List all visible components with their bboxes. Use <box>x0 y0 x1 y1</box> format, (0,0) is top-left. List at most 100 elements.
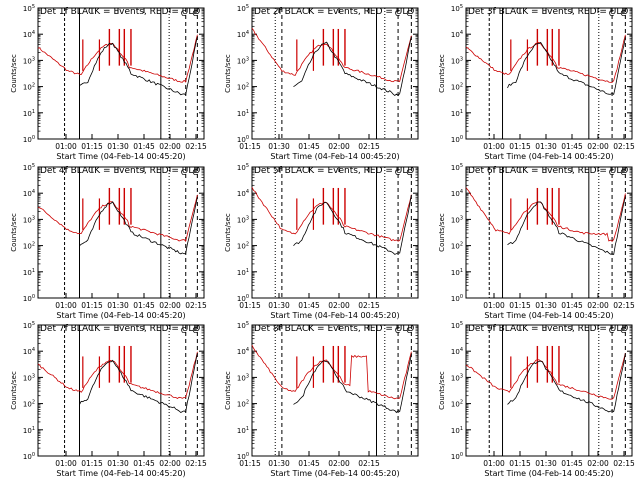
x-tick-label: 01:15 <box>509 459 531 468</box>
x-tick-label: 01:15 <box>81 142 103 151</box>
y-tick-label: 105 <box>237 163 249 172</box>
y-tick-label: 103 <box>451 215 463 224</box>
x-tick-label-left: 01:15 <box>239 142 261 151</box>
x-tick-label: 01:30 <box>268 142 290 151</box>
x-tick-label: 01:30 <box>268 301 290 310</box>
events-trace <box>79 36 198 96</box>
x-tick-label: 02:15 <box>185 142 207 151</box>
x-tick-label: 02:00 <box>587 301 609 310</box>
y-tick-label: 103 <box>23 56 35 65</box>
x-tick-label: 01:00 <box>483 142 505 151</box>
plot-frame <box>465 7 633 140</box>
y-axis-label: Counts/sec <box>224 371 232 410</box>
x-tick-label: 01:15 <box>81 301 103 310</box>
events-trace <box>507 353 626 413</box>
panel-title: Det 8f BLACK = Events, RED = ULD <box>254 324 414 334</box>
uld-trace <box>37 34 198 83</box>
plot-frame <box>465 324 633 457</box>
y-tick-label: 103 <box>237 215 249 224</box>
y-tick-label: 102 <box>451 400 463 409</box>
events-trace <box>293 194 412 255</box>
x-tick-label: 01:45 <box>561 301 583 310</box>
y-tick-label: 101 <box>237 426 249 435</box>
x-tick-label: 02:00 <box>328 301 350 310</box>
x-tick-label: 02:15 <box>358 301 380 310</box>
x-tick-label: 01:15 <box>81 459 103 468</box>
y-tick-label: 101 <box>23 426 35 435</box>
x-tick-label: 01:45 <box>133 459 155 468</box>
y-tick-label: 105 <box>451 321 463 330</box>
x-tick-label: 01:30 <box>268 459 290 468</box>
y-tick-label: 104 <box>451 30 463 39</box>
x-tick-label: 01:45 <box>561 459 583 468</box>
y-tick-label: 105 <box>23 163 35 172</box>
panel-title: Det 6f BLACK = Events, RED = ULD <box>468 166 628 176</box>
uld-trace <box>37 351 198 399</box>
y-tick-label: 102 <box>451 242 463 251</box>
x-axis-label: Start Time (04-Feb-14 00:45:20) <box>56 152 185 161</box>
y-tick-label: 100 <box>451 135 463 144</box>
y-tick-label: 100 <box>237 452 249 461</box>
y-tick-label: 104 <box>237 30 249 39</box>
panel-det-7: Det 7f BLACK = Events, RED = ULD 100 101 10… <box>10 321 207 478</box>
x-axis-label: Start Time (04-Feb-14 00:45:20) <box>270 469 399 478</box>
y-tick-label: 101 <box>451 109 463 118</box>
x-tick-label: 01:15 <box>509 301 531 310</box>
y-axis-label: Counts/sec <box>224 213 232 252</box>
y-tick-label: 103 <box>451 373 463 382</box>
y-tick-label: 101 <box>237 268 249 277</box>
events-trace <box>507 37 626 95</box>
x-tick-label: 01:30 <box>107 459 129 468</box>
x-tick-label: 02:15 <box>185 301 207 310</box>
plot-frame <box>465 166 633 299</box>
marker-letter: C <box>192 326 198 335</box>
x-axis-label: Start Time (04-Feb-14 00:45:20) <box>484 152 613 161</box>
uld-trace <box>37 194 198 242</box>
events-trace <box>293 36 412 97</box>
y-tick-label: 102 <box>237 242 249 251</box>
panel-det-9: Det 9f BLACK = Events, RED = ULD 100 101 10… <box>438 321 635 478</box>
y-tick-label: 102 <box>23 83 35 92</box>
y-axis-label: Counts/sec <box>438 371 446 410</box>
y-tick-label: 105 <box>23 321 35 330</box>
x-tick-label: 01:00 <box>483 301 505 310</box>
x-tick-label: 02:15 <box>613 142 635 151</box>
marker-letter: C <box>192 9 198 18</box>
y-tick-label: 104 <box>237 189 249 198</box>
y-tick-label: 102 <box>451 83 463 92</box>
marker-letter: C <box>181 168 187 177</box>
events-trace <box>79 196 198 255</box>
x-axis-label: Start Time (04-Feb-14 00:45:20) <box>484 311 613 320</box>
x-tick-label: 02:15 <box>358 142 380 151</box>
x-tick-label: 02:00 <box>587 142 609 151</box>
marker-letter: C <box>609 326 615 335</box>
y-tick-label: 101 <box>23 109 35 118</box>
y-tick-label: 104 <box>451 189 463 198</box>
y-axis-label: Counts/sec <box>438 54 446 93</box>
y-tick-label: 100 <box>23 135 35 144</box>
y-tick-label: 104 <box>23 189 35 198</box>
plot-frame <box>251 166 419 299</box>
x-tick-label: 02:15 <box>185 459 207 468</box>
x-tick-label: 01:45 <box>298 301 320 310</box>
panel-title: Det 3f BLACK = Events, RED = ULD <box>468 7 628 17</box>
y-tick-label: 102 <box>237 83 249 92</box>
y-tick-label: 102 <box>23 242 35 251</box>
x-tick-label: 01:00 <box>55 459 77 468</box>
x-axis-label: Start Time (04-Feb-14 00:45:20) <box>270 311 399 320</box>
marker-letter: C <box>620 9 626 18</box>
y-tick-label: 101 <box>451 426 463 435</box>
panel-det-1: Det 1f BLACK = Events, RED = ULD 100 101 10… <box>10 4 207 161</box>
uld-trace <box>465 34 626 83</box>
x-tick-label: 02:15 <box>358 459 380 468</box>
panel-title: Det 1f BLACK = Events, RED = ULD <box>40 7 200 17</box>
x-axis-label: Start Time (04-Feb-14 00:45:20) <box>56 311 185 320</box>
y-tick-label: 105 <box>237 4 249 13</box>
marker-letter: C <box>395 326 401 335</box>
x-tick-label: 01:15 <box>509 142 531 151</box>
y-tick-label: 104 <box>23 30 35 39</box>
events-trace <box>507 197 626 255</box>
marker-letter: C <box>395 168 401 177</box>
y-tick-label: 101 <box>451 268 463 277</box>
y-axis-label: Counts/sec <box>10 371 18 410</box>
